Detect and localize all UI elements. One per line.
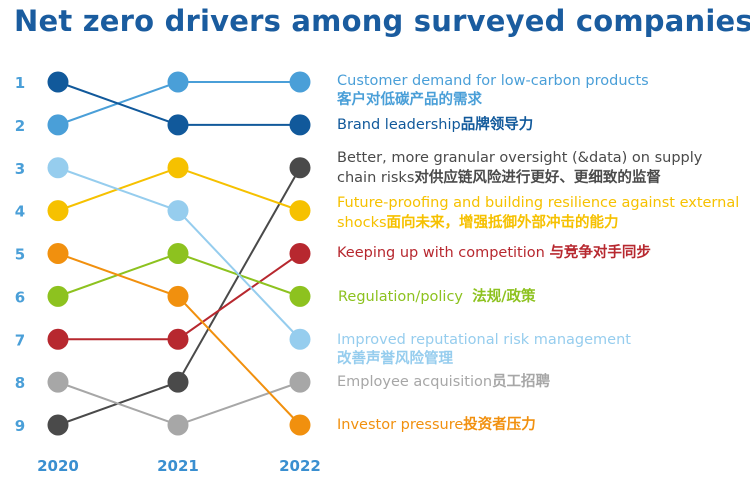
legend-label-cn: 品牌领导力 [460, 117, 534, 133]
data-point [47, 157, 69, 179]
legend-item-brand-leadership: Brand leadership品牌领导力 [337, 116, 533, 135]
chart-title: Net zero drivers among surveyed companie… [14, 4, 750, 38]
y-tick-label: 3 [15, 160, 25, 178]
data-point [167, 414, 189, 436]
x-tick-label: 2022 [279, 457, 321, 475]
data-point [167, 71, 189, 93]
legend-item-investor-pressure: Investor pressure投资者压力 [337, 416, 536, 435]
data-point [289, 157, 311, 179]
data-point [47, 414, 69, 436]
legend-label: Regulation/policy [338, 289, 473, 305]
data-point [167, 371, 189, 393]
x-tick-label: 2021 [157, 457, 199, 475]
data-point [47, 200, 69, 222]
y-tick-label: 5 [15, 246, 25, 264]
legend-item-regulation: Regulation/policy 法规/政策 [338, 288, 536, 307]
data-point [289, 71, 311, 93]
data-point [47, 285, 69, 307]
data-point [47, 71, 69, 93]
legend-item-customer-demand: Customer demand for low-carbon products 客… [337, 72, 649, 110]
legend-label: Customer demand for low-carbon products [337, 73, 649, 89]
legend-label-cn: 客户对低碳产品的需求 [337, 92, 482, 108]
legend-label: Brand leadership [337, 117, 461, 133]
legend-label: Improved reputational risk management [337, 332, 631, 348]
legend-item-competition: Keeping up with competition 与竞争对手同步 [337, 244, 651, 263]
data-point [47, 114, 69, 136]
legend-label-cn: 与竞争对手同步 [549, 245, 651, 261]
data-point [289, 200, 311, 222]
data-point [289, 328, 311, 350]
y-tick-label: 7 [15, 331, 25, 349]
legend-label-cn: 员工招聘 [492, 374, 551, 390]
data-point [167, 157, 189, 179]
legend-label-cn: 改善声誉风险管理 [337, 351, 453, 367]
legend-item-employee-acquisition: Employee acquisition员工招聘 [337, 373, 550, 392]
data-point [289, 414, 311, 436]
legend-label-cn: 投资者压力 [463, 417, 536, 433]
legend-label-cn: 法规/政策 [472, 289, 536, 305]
data-point [47, 328, 69, 350]
data-point [47, 243, 69, 264]
data-point [289, 243, 311, 264]
legend-label-cn: 对供应链风险进行更好、更细致的监督 [414, 170, 661, 186]
data-point [47, 371, 69, 393]
y-tick-label: 1 [15, 74, 25, 92]
y-tick-label: 4 [15, 203, 25, 221]
x-tick-label: 2020 [37, 457, 79, 475]
data-point [167, 328, 189, 350]
data-point [167, 285, 189, 307]
y-tick-label: 2 [15, 117, 25, 135]
y-tick-label: 6 [15, 288, 25, 306]
data-point [289, 114, 311, 136]
legend-item-reputational-risk: Improved reputational risk management 改善声… [337, 331, 631, 369]
legend-label: Employee acquisition [337, 374, 493, 390]
y-tick-label: 8 [15, 374, 25, 392]
legend-label: Better, more granular oversight (&data) … [337, 150, 703, 186]
legend-label: Future-proofing and building resilience … [337, 195, 740, 231]
data-point [167, 114, 189, 136]
data-point [289, 371, 311, 393]
data-point [167, 243, 189, 264]
legend-label: Keeping up with competition [337, 245, 550, 261]
data-point [289, 285, 311, 307]
legend-item-better-oversight: Better, more granular oversight (&data) … [337, 148, 737, 188]
legend-item-future-proofing: Future-proofing and building resilience … [337, 193, 749, 233]
legend-label-cn: 面向未来，增强抵御外部冲击的能力 [386, 215, 619, 231]
y-tick-label: 9 [15, 417, 25, 435]
legend-label: Investor pressure [337, 417, 464, 433]
data-point [167, 200, 189, 222]
